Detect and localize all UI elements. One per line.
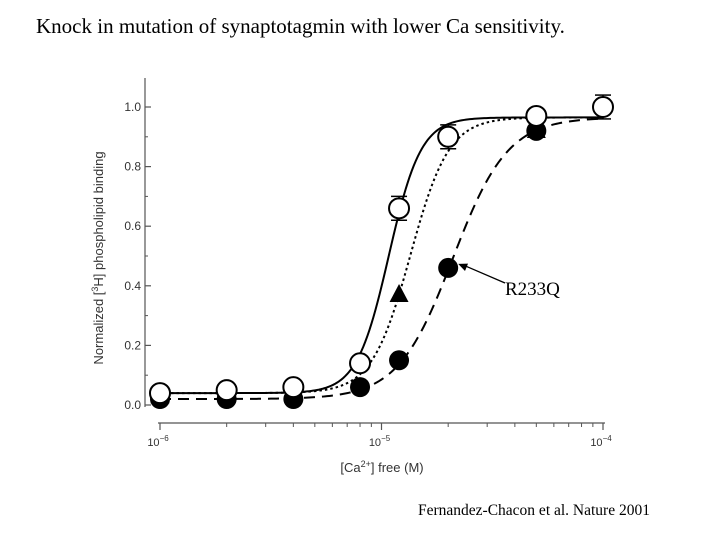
y-axis-label: Normalized [3H] phospholipid binding — [90, 151, 106, 364]
data-markers — [149, 94, 614, 410]
filled-circle-point — [389, 350, 410, 371]
open-circle-point — [149, 382, 171, 405]
filled-circle-point — [350, 377, 371, 398]
fit-curve-dotted — [160, 116, 603, 395]
open-circle-point — [282, 376, 305, 399]
fit-curves — [160, 116, 604, 401]
open-circle-point — [525, 104, 548, 127]
open-circle-point — [215, 379, 238, 402]
open-circle-point — [592, 96, 614, 118]
filled-triangle-point — [389, 283, 409, 302]
x-tick-label: 10−4 — [590, 434, 612, 449]
y-tick-label: 1.0 — [124, 100, 141, 114]
open-circle-point — [388, 197, 411, 220]
fit-curve-solid — [160, 116, 603, 395]
callout-label: R233Q — [505, 279, 560, 300]
y-tick-label: 0.2 — [124, 338, 141, 352]
fit-curve-dashed — [160, 117, 604, 401]
callout-arrowhead — [458, 263, 469, 272]
x-axis-label: [Ca2+] free (M) — [340, 459, 423, 475]
y-tick-label: 0.8 — [124, 160, 141, 174]
x-tick-label: 10−6 — [147, 434, 169, 449]
callout-arrow — [463, 264, 506, 284]
x-tick-label: 10−5 — [369, 434, 391, 449]
filled-triangle-point — [526, 120, 546, 139]
open-circle-point — [349, 352, 372, 375]
slide-title: Knock in mutation of synaptotagmin with … — [36, 14, 565, 38]
y-tick-label: 0.0 — [124, 398, 141, 412]
open-circle-point — [437, 125, 460, 148]
y-tick-label: 0.6 — [124, 219, 141, 233]
y-tick-label: 0.4 — [124, 279, 141, 293]
chart-axes: 0.0 0.2 0.4 0.6 0.8 1.0 10−6 10−5 10−4 — [124, 78, 612, 449]
citation: Fernandez-Chacon et al. Nature 2001 — [418, 502, 650, 519]
filled-circle-point — [438, 257, 459, 278]
